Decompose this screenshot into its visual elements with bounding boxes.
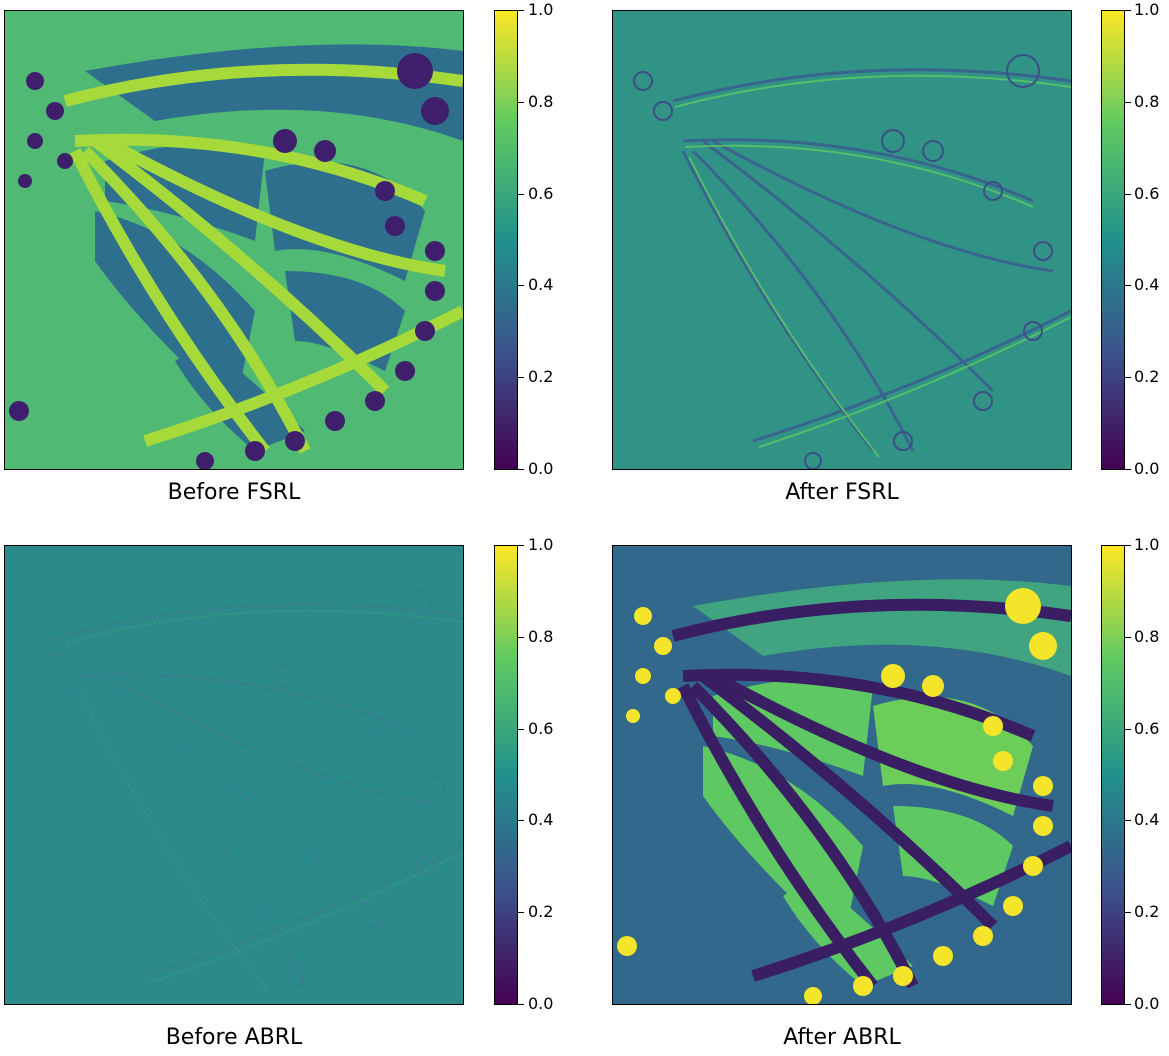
colorbar-tick xyxy=(518,102,524,103)
colorbar-tick-label: 0.0 xyxy=(528,459,554,478)
colorbar-tick xyxy=(1125,545,1131,546)
colorbar-tick xyxy=(518,545,524,546)
colorbar-tick xyxy=(518,729,524,730)
panel-caption: After FSRL xyxy=(785,480,899,505)
colorbar-tick xyxy=(1125,194,1131,195)
colorbar-tick xyxy=(1125,102,1131,103)
feature-map-image xyxy=(612,10,1072,470)
colorbar-tick xyxy=(518,469,524,470)
colorbar-tick-label: 0.2 xyxy=(528,367,554,386)
colorbar-tick-label: 1.0 xyxy=(528,535,554,554)
colorbar xyxy=(1101,10,1125,470)
colorbar-tick-label: 0.0 xyxy=(1134,459,1160,478)
colorbar-tick-label: 0.8 xyxy=(1134,92,1160,111)
colorbar-tick-label: 0.2 xyxy=(1134,902,1160,921)
colorbar-tick xyxy=(518,377,524,378)
colorbar-tick xyxy=(1125,285,1131,286)
colorbar-tick xyxy=(518,820,524,821)
colorbar-tick xyxy=(1125,1004,1131,1005)
colorbar xyxy=(494,545,518,1005)
colorbar-tick xyxy=(518,10,524,11)
colorbar-tick xyxy=(518,912,524,913)
feature-map-image xyxy=(4,545,464,1005)
feature-map-image xyxy=(4,10,464,470)
colorbar-tick-label: 0.6 xyxy=(1134,719,1160,738)
colorbar-tick xyxy=(1125,469,1131,470)
colorbar-tick xyxy=(518,1004,524,1005)
colorbar-tick-label: 0.2 xyxy=(528,902,554,921)
colorbar-tick xyxy=(1125,912,1131,913)
panel-caption: Before ABRL xyxy=(165,1025,303,1050)
colorbar-tick-label: 0.8 xyxy=(528,92,554,111)
colorbar-tick xyxy=(1125,377,1131,378)
feature-map-image xyxy=(612,545,1072,1005)
colorbar-tick xyxy=(518,194,524,195)
colorbar xyxy=(494,10,518,470)
colorbar-tick-label: 0.6 xyxy=(1134,184,1160,203)
colorbar-tick-label: 0.0 xyxy=(1134,994,1160,1013)
panel-caption: After ABRL xyxy=(783,1025,901,1050)
colorbar-tick-label: 0.0 xyxy=(528,994,554,1013)
colorbar-tick xyxy=(1125,637,1131,638)
colorbar-tick-label: 1.0 xyxy=(1134,0,1160,19)
colorbar-tick xyxy=(1125,729,1131,730)
colorbar-tick xyxy=(518,285,524,286)
colorbar-tick-label: 0.8 xyxy=(528,627,554,646)
colorbar-tick-label: 1.0 xyxy=(1134,535,1160,554)
colorbar-tick-label: 0.4 xyxy=(1134,275,1160,294)
colorbar-tick-label: 0.4 xyxy=(528,810,554,829)
colorbar-tick-label: 0.6 xyxy=(528,719,554,738)
colorbar-tick-label: 0.8 xyxy=(1134,627,1160,646)
panel-caption: Before FSRL xyxy=(167,480,301,505)
colorbar-tick xyxy=(1125,820,1131,821)
colorbar-tick-label: 0.4 xyxy=(1134,810,1160,829)
colorbar-tick xyxy=(1125,10,1131,11)
colorbar-tick-label: 1.0 xyxy=(528,0,554,19)
colorbar xyxy=(1101,545,1125,1005)
colorbar-tick-label: 0.4 xyxy=(528,275,554,294)
colorbar-tick-label: 0.2 xyxy=(1134,367,1160,386)
colorbar-tick-label: 0.6 xyxy=(528,184,554,203)
colorbar-tick xyxy=(518,637,524,638)
